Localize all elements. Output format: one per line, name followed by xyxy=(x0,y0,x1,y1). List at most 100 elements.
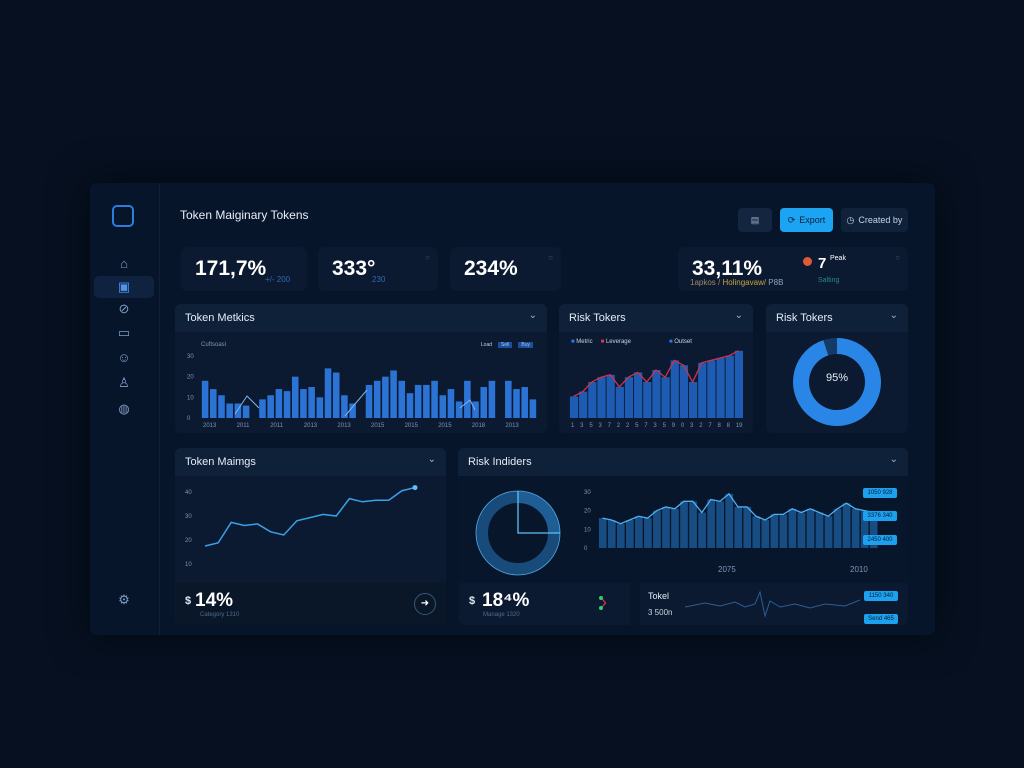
legend-item[interactable]: Buy xyxy=(518,342,533,348)
footer-card: $ 18⁴% Manage 1320 › xyxy=(459,583,630,625)
kpi-side-sup: Peak xyxy=(830,255,846,262)
panel-header: Risk Indiders ⌄ xyxy=(458,448,908,476)
save-button[interactable]: ▤ xyxy=(738,208,772,232)
bar xyxy=(869,512,878,548)
footer-value: 14% xyxy=(195,590,234,611)
bar xyxy=(734,506,743,548)
y-tick-label: 30 xyxy=(584,490,591,496)
y-tick-label: 20 xyxy=(185,538,192,544)
kpi-value: 333° xyxy=(332,257,376,280)
bar xyxy=(406,393,414,418)
bar xyxy=(529,399,537,418)
x-tick-label: 0 xyxy=(681,423,685,429)
created-by-button[interactable]: ◷ Created by xyxy=(841,208,908,232)
bar xyxy=(688,382,698,418)
series-line xyxy=(573,350,739,397)
sidebar-item-smile[interactable]: ☺ xyxy=(117,349,131,365)
bar xyxy=(770,514,779,548)
bar xyxy=(734,350,743,418)
export-button[interactable]: ⟳ Export xyxy=(780,208,833,232)
info-icon[interactable]: ○ xyxy=(425,253,430,262)
bar xyxy=(661,377,670,418)
x-tick-label: 3 xyxy=(690,423,694,429)
x-tick-label: 7 xyxy=(608,423,612,429)
chevron-down-icon[interactable]: ⌄ xyxy=(889,310,898,321)
bar xyxy=(488,380,496,418)
x-tick-label: 2015 xyxy=(405,423,419,429)
bar xyxy=(797,512,806,548)
bar xyxy=(779,514,788,548)
legend-item[interactable]: Load xyxy=(480,342,493,348)
chart-legend: Load Sell Buy xyxy=(481,342,533,348)
settings-icon[interactable]: ⚙ xyxy=(118,592,130,607)
x-tick-label: 9 xyxy=(672,423,676,429)
value-badge: Send 465 xyxy=(864,614,898,624)
donut-slice xyxy=(517,491,560,534)
trend-line xyxy=(234,389,476,417)
risk-tokens-panel: Risk Tokers ⌄ ■ Metric ■ Leverage ■ Outse… xyxy=(559,304,753,433)
footer-sub: Manage 1320 xyxy=(483,612,520,618)
x-tick-label: 2015 xyxy=(371,423,385,429)
legend-item[interactable]: ■ Metric xyxy=(571,339,593,345)
x-tick-label: 1 xyxy=(571,423,575,429)
chevron-down-icon[interactable]: ⌄ xyxy=(889,454,898,465)
bar xyxy=(606,374,615,418)
y-tick-label: 0 xyxy=(187,416,191,422)
bar xyxy=(308,387,315,418)
info-icon[interactable]: ○ xyxy=(895,253,900,262)
bar xyxy=(815,512,824,548)
bar xyxy=(365,384,373,418)
currency-symbol: $ xyxy=(185,595,192,607)
total-sparkline xyxy=(685,590,860,618)
x-tick-label: 2013 xyxy=(337,423,351,429)
bar xyxy=(662,506,670,548)
chevron-down-icon[interactable]: ⌄ xyxy=(734,310,743,321)
bar xyxy=(431,380,438,418)
bar xyxy=(671,508,679,548)
sidebar-item-globe[interactable]: ◍ xyxy=(118,401,130,416)
bar xyxy=(788,508,797,548)
save-icon: ▤ xyxy=(750,214,760,225)
panel-title: Risk Tokers xyxy=(776,312,833,324)
legend-label: Outset xyxy=(674,339,692,345)
legend-item[interactable]: Sell xyxy=(498,342,513,348)
x-tick-label: 5 xyxy=(635,423,639,429)
chevron-down-icon[interactable]: ⌄ xyxy=(528,310,537,321)
x-tick-label: 3 xyxy=(580,423,584,429)
pointer-lines xyxy=(517,491,560,534)
bar xyxy=(588,382,597,418)
sidebar-item-wallet[interactable]: ▣ xyxy=(94,276,154,298)
bar xyxy=(624,377,634,418)
sidebar-item-user[interactable]: ♙ xyxy=(118,375,130,390)
bar xyxy=(513,389,520,418)
arrow-right-button[interactable]: ➜ xyxy=(414,593,436,615)
bar xyxy=(670,360,679,418)
y-tick-label: 10 xyxy=(185,562,192,568)
legend-item[interactable]: ■ Outset xyxy=(668,339,692,345)
sidebar-item-link[interactable]: ⊘ xyxy=(118,301,130,316)
bar xyxy=(634,372,643,418)
bar xyxy=(616,523,625,548)
kpi-value: 33,11% xyxy=(692,257,763,280)
legend-item[interactable]: ■ Leverage xyxy=(600,339,631,345)
sidebar-item-monitor[interactable]: ▭ xyxy=(117,325,131,340)
sidebar-item-home[interactable]: ⌂ xyxy=(120,255,128,271)
page-title: Token Maiginary Tokens xyxy=(180,208,309,222)
bar xyxy=(332,372,340,418)
token-metrics-panel: Token Metkics ⌄ Cuftsoasl Load Sell Buy 3… xyxy=(175,304,547,433)
risk-donut-chart xyxy=(793,338,881,426)
bar xyxy=(833,508,842,548)
y-tick-label: 10 xyxy=(187,395,194,401)
bar xyxy=(414,384,422,418)
x-tick-label: 2011 xyxy=(270,423,284,429)
bar xyxy=(201,380,209,418)
y-tick-label: 10 xyxy=(584,527,591,533)
bar xyxy=(218,395,225,418)
bar xyxy=(316,397,324,418)
x-tick-label: 5 xyxy=(589,423,593,429)
bar xyxy=(689,501,697,548)
chevron-down-icon[interactable]: ⌄ xyxy=(427,454,436,465)
kpi-card-2: 333° 230 ○ xyxy=(318,247,438,291)
info-icon[interactable]: ○ xyxy=(548,253,553,262)
